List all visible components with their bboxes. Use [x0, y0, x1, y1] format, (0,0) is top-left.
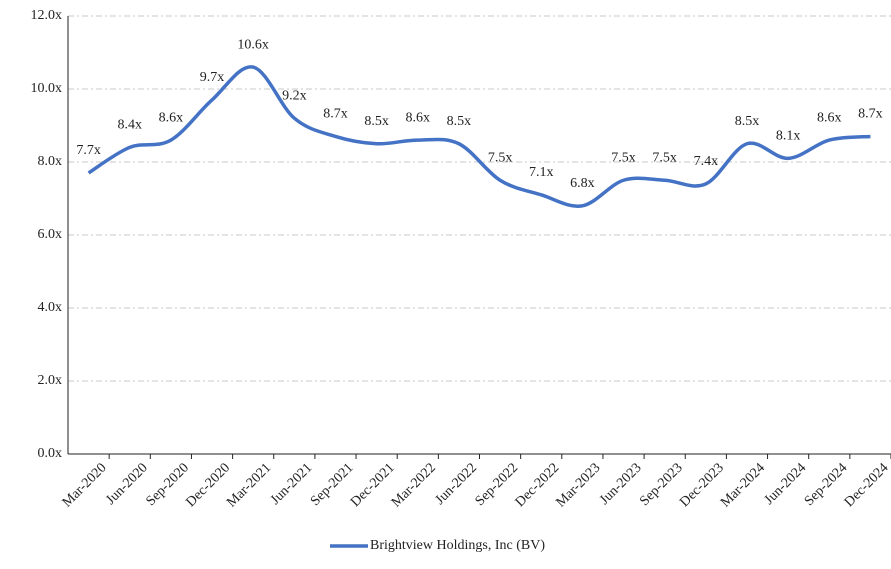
y-tick-label: 4.0x: [38, 300, 63, 315]
data-label: 7.5x: [611, 150, 636, 165]
data-label: 8.5x: [447, 114, 472, 129]
y-tick-label: 6.0x: [38, 227, 63, 242]
data-label: 8.5x: [364, 114, 389, 129]
x-tick-label: Mar-2023: [553, 460, 603, 510]
y-tick-label: 10.0x: [31, 81, 63, 96]
x-tick-label: Mar-2024: [718, 460, 768, 510]
data-label: 7.1x: [529, 165, 554, 180]
data-label: 8.6x: [817, 110, 842, 125]
data-label: 7.5x: [488, 150, 513, 165]
y-tick-label: 8.0x: [38, 154, 63, 169]
data-label: 7.4x: [694, 154, 719, 169]
data-label: 9.7x: [200, 70, 225, 85]
x-tick-label: Mar-2020: [60, 460, 110, 510]
y-tick-label: 12.0x: [31, 8, 63, 23]
y-tick-label: 0.0x: [38, 446, 63, 461]
data-label: 8.5x: [735, 114, 760, 129]
x-tick-label: Jun-2020: [103, 460, 150, 507]
line: [87, 65, 871, 208]
x-tick-label: Mar-2021: [224, 460, 274, 510]
x-tick-label: Jun-2024: [762, 460, 809, 507]
x-tick-label: Jun-2023: [597, 460, 644, 507]
data-label: 8.1x: [776, 129, 801, 144]
x-tick-label: Mar-2022: [389, 460, 439, 510]
data-label: 8.6x: [406, 110, 431, 125]
data-label: 6.8x: [570, 176, 595, 191]
legend-label: Brightview Holdings, Inc (BV): [370, 538, 545, 553]
data-label: 8.4x: [117, 118, 142, 133]
data-label: 8.6x: [159, 110, 184, 125]
data-label: 8.7x: [323, 107, 348, 122]
x-tick-label: Jun-2021: [268, 460, 315, 507]
data-label: 9.2x: [282, 88, 307, 103]
data-label: 7.5x: [652, 150, 677, 165]
y-tick-label: 2.0x: [38, 373, 63, 388]
data-label: 10.6x: [237, 37, 269, 52]
data-label: 8.7x: [858, 107, 883, 122]
x-tick-label: Jun-2022: [433, 460, 480, 507]
x-tick-label: Dec-2024: [842, 460, 891, 510]
data-label: 7.7x: [76, 143, 101, 158]
